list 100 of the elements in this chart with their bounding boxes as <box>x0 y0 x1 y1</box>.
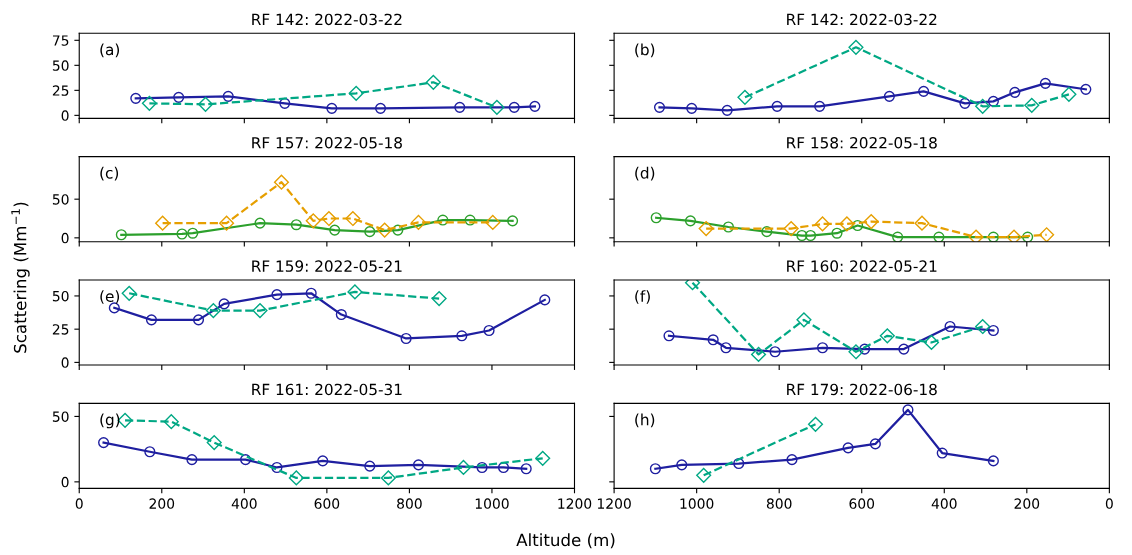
point <box>380 470 396 486</box>
annotation: (e) <box>100 290 120 304</box>
point <box>115 229 127 241</box>
point <box>489 99 505 115</box>
point <box>786 454 798 466</box>
point <box>918 85 930 97</box>
point <box>686 102 698 114</box>
point <box>1061 86 1077 102</box>
point <box>305 287 317 299</box>
point <box>377 222 393 238</box>
annotation: (b) <box>635 43 655 58</box>
y-tick-label: 0 <box>61 357 69 368</box>
x-tick-label: 800 <box>397 498 422 509</box>
annotation: (g) <box>100 413 120 429</box>
point <box>1080 83 1092 95</box>
point <box>914 215 930 231</box>
point <box>936 447 948 459</box>
chart-title: RF 142: 2022-03-22 <box>252 13 402 26</box>
point <box>796 229 808 242</box>
point <box>720 342 732 354</box>
point <box>653 101 666 113</box>
chart-title: RF 161: 2022-05-31 <box>252 383 402 396</box>
point <box>539 294 551 306</box>
point <box>497 461 510 474</box>
point <box>987 95 999 107</box>
point <box>975 318 991 335</box>
point <box>206 435 222 451</box>
point <box>218 298 230 310</box>
y-axis-title: Scattering (Mm$^{−1}$) <box>11 202 30 353</box>
point <box>831 227 843 239</box>
point <box>649 463 661 475</box>
point <box>520 463 532 475</box>
chart-title: RF 158: 2022-05-18 <box>787 136 937 149</box>
annotation: (f) <box>635 290 650 304</box>
point <box>456 330 468 342</box>
point <box>869 438 881 450</box>
point <box>839 216 855 232</box>
point <box>305 213 321 229</box>
point <box>722 221 734 233</box>
point <box>155 215 171 231</box>
point <box>219 215 235 231</box>
x-tick-label: 400 <box>931 498 957 509</box>
point <box>737 89 753 105</box>
point <box>848 344 864 360</box>
point <box>883 90 895 102</box>
x-tick-label: 200 <box>1014 498 1040 509</box>
point <box>437 214 449 226</box>
point <box>769 346 781 358</box>
x-tick-label: 200 <box>149 498 175 509</box>
x-tick-label: 600 <box>849 498 875 509</box>
point <box>252 302 268 319</box>
point <box>1009 86 1021 98</box>
point <box>321 210 337 227</box>
point <box>476 461 488 474</box>
point <box>392 224 404 236</box>
point <box>733 457 745 470</box>
point <box>197 96 214 112</box>
point <box>663 330 675 342</box>
point <box>898 343 910 355</box>
point <box>933 231 945 242</box>
point <box>464 214 476 226</box>
point <box>364 460 376 472</box>
point <box>335 308 347 321</box>
point <box>163 414 179 430</box>
point <box>783 220 799 237</box>
x-tick-label: 1200 <box>597 498 631 509</box>
point <box>288 470 304 486</box>
point <box>144 446 156 458</box>
point <box>425 74 441 90</box>
x-tick-label: 600 <box>314 498 340 509</box>
y-tick-label: 50 <box>52 411 69 422</box>
y-tick-label: 25 <box>52 85 69 96</box>
point <box>364 226 376 238</box>
point <box>959 97 971 109</box>
point <box>707 334 719 346</box>
point <box>771 100 783 112</box>
y-tick-label: 0 <box>61 476 69 488</box>
point <box>187 227 199 239</box>
chart-title: RF 142: 2022-03-22 <box>787 13 937 26</box>
point <box>345 210 361 227</box>
point <box>987 455 999 467</box>
point <box>684 215 697 227</box>
annotation: (h) <box>635 413 655 428</box>
point <box>348 85 364 101</box>
point <box>431 291 447 307</box>
point <box>455 459 472 476</box>
point <box>98 437 110 449</box>
point <box>721 104 733 116</box>
point <box>944 320 956 333</box>
point <box>317 455 329 467</box>
point <box>483 324 495 337</box>
point <box>222 90 234 102</box>
point <box>326 102 338 114</box>
point <box>814 100 826 112</box>
point <box>186 454 198 466</box>
point <box>859 343 871 355</box>
y-tick-label: 50 <box>52 290 69 302</box>
point <box>535 450 551 466</box>
point <box>761 226 773 238</box>
point <box>848 39 864 55</box>
